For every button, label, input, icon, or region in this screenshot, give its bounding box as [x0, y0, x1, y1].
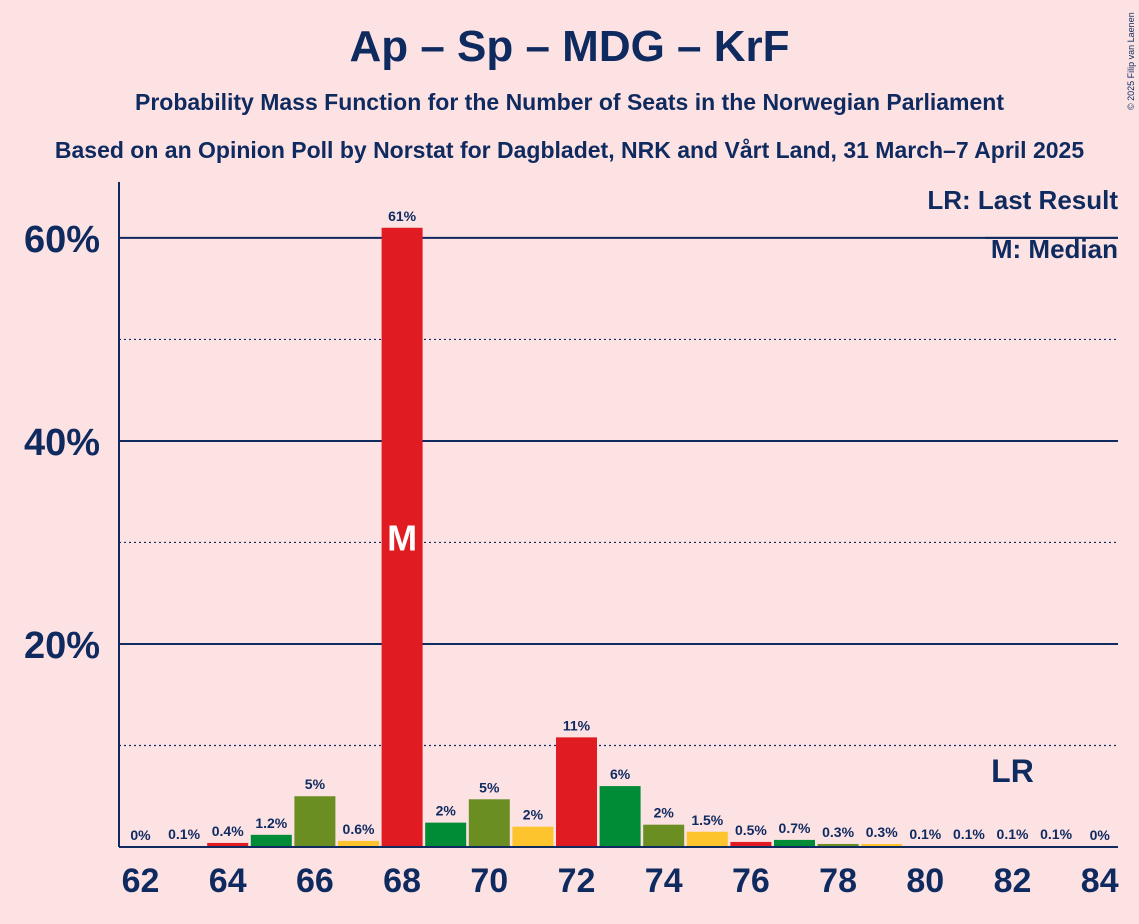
axes: 20% 40% 60% 62 64 66 68 70 72 74 76 78 80 82 84	[24, 182, 1119, 900]
bar-label-68: 61%	[388, 208, 417, 224]
bar-76	[730, 841, 772, 847]
bar-74	[643, 824, 685, 847]
bar-label-77: 0.7%	[779, 820, 811, 836]
bar-label-69: 2%	[436, 803, 457, 819]
bar-64	[207, 842, 249, 847]
x-tick-label-76: 76	[732, 862, 770, 900]
x-tick-label-80: 80	[906, 862, 944, 900]
y-tick-label-40: 40%	[24, 422, 100, 464]
bar-66	[294, 796, 336, 847]
bar-label-81: 0.1%	[953, 826, 985, 842]
bar-label-62: 0%	[130, 827, 151, 843]
x-tick-label-78: 78	[819, 862, 857, 900]
bar-value-labels: 0% 0.1% 0.4% 1.2% 5% 0.6% 61% 2% 5% 2% 11% 6% 2% 1.5%…	[130, 208, 1110, 843]
legend: LR: Last Result M: Median	[927, 185, 1118, 264]
x-tick-label-70: 70	[470, 862, 508, 900]
chart-subtitle: Probability Mass Function for the Number…	[134, 89, 1005, 115]
bar-72	[556, 737, 597, 847]
x-tick-label-64: 64	[209, 862, 247, 900]
x-tick-label-74: 74	[645, 862, 683, 900]
bar-label-80: 0.1%	[909, 826, 941, 842]
bar-label-74: 2%	[654, 805, 675, 821]
x-tick-label-62: 62	[122, 862, 160, 900]
legend-median: M: Median	[991, 234, 1118, 264]
y-tick-label-60: 60%	[24, 219, 100, 261]
bar-79	[861, 843, 903, 847]
x-tick-label-72: 72	[558, 862, 596, 900]
bar-69	[425, 822, 467, 847]
bar-label-73: 6%	[610, 766, 631, 782]
bar-label-75: 1.5%	[691, 812, 723, 828]
bar-label-67: 0.6%	[343, 821, 375, 837]
chart-source: Based on an Opinion Poll by Norstat for …	[54, 137, 1085, 163]
legend-last-result: LR: Last Result	[927, 185, 1118, 215]
bar-label-72: 11%	[563, 717, 591, 733]
bar-label-70: 5%	[479, 779, 500, 795]
bar-label-66: 5%	[305, 776, 326, 792]
x-tick-label-68: 68	[383, 862, 421, 900]
bar-70	[468, 799, 510, 847]
grid-lines	[119, 236, 1118, 747]
bar-75	[686, 831, 728, 847]
bar-label-78: 0.3%	[822, 824, 854, 840]
bar-68	[381, 227, 423, 847]
chart-title: Ap – Sp – MDG – KrF	[349, 22, 790, 71]
bar-71	[512, 826, 554, 847]
bar-label-84: 0%	[1090, 827, 1111, 843]
bar-67	[338, 840, 379, 847]
bars-group	[163, 227, 1077, 847]
x-tick-label-84: 84	[1081, 862, 1119, 900]
last-result-marker: LR	[991, 753, 1034, 789]
bar-label-71: 2%	[523, 807, 544, 823]
bar-73	[599, 786, 641, 847]
bar-label-65: 1.2%	[255, 815, 287, 831]
median-marker: M	[387, 517, 417, 558]
bar-label-82: 0.1%	[997, 826, 1029, 842]
bar-label-76: 0.5%	[735, 822, 767, 838]
bar-65	[250, 834, 292, 847]
bar-label-79: 0.3%	[866, 824, 898, 840]
x-tick-label-66: 66	[296, 862, 334, 900]
y-tick-label-20: 20%	[24, 625, 100, 667]
bar-78	[817, 843, 859, 847]
bar-label-64: 0.4%	[212, 823, 244, 839]
bar-label-63: 0.1%	[168, 826, 200, 842]
bar-77	[774, 839, 815, 847]
bar-label-83: 0.1%	[1040, 826, 1072, 842]
x-tick-label-82: 82	[994, 862, 1032, 900]
